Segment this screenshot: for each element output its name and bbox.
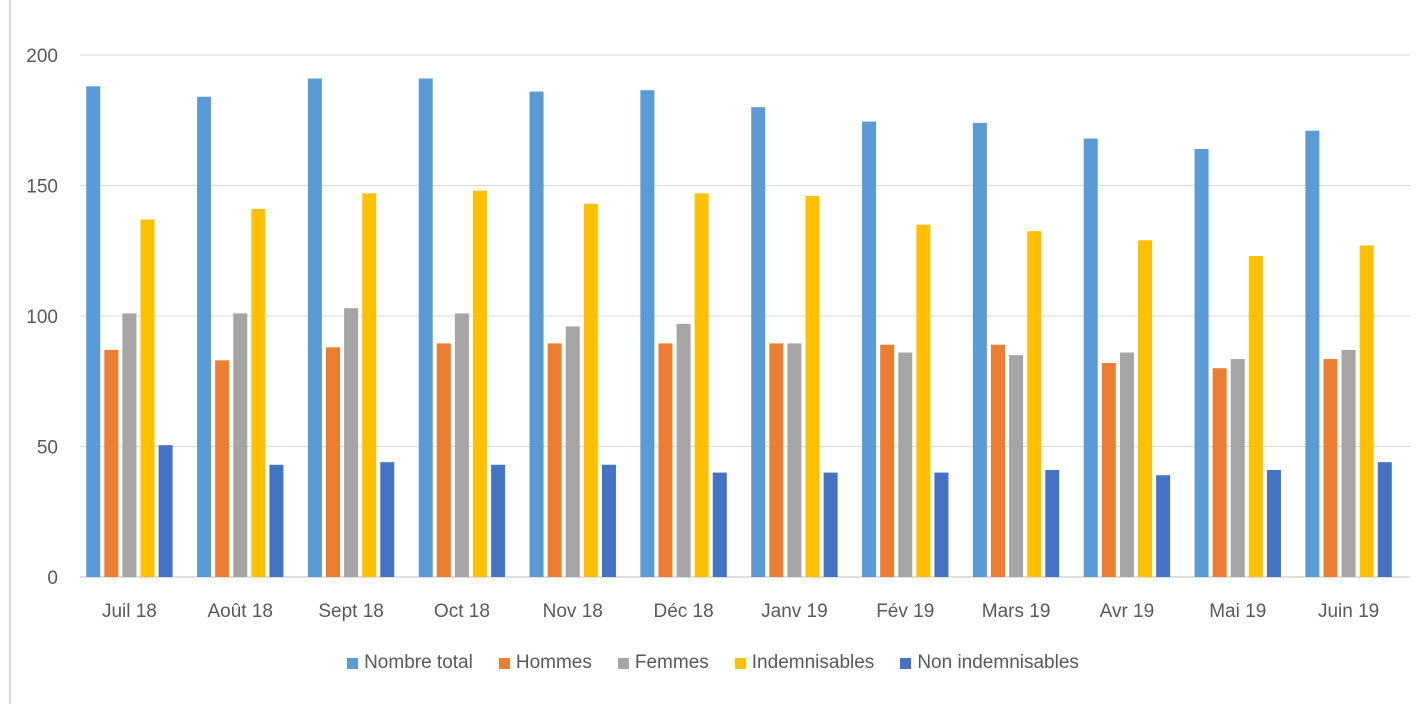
chart-legend: Nombre total Hommes Femmes Indemnisables Non… <box>0 652 1426 674</box>
bar <box>751 107 766 577</box>
bar <box>215 360 230 577</box>
bar <box>898 352 913 577</box>
legend-label: Hommes <box>515 652 592 673</box>
legend-item: Hommes <box>498 652 592 674</box>
bar <box>805 195 820 577</box>
bar <box>344 308 359 577</box>
bar <box>158 445 173 577</box>
bar <box>122 313 137 577</box>
bar <box>1009 355 1024 577</box>
bar <box>862 121 877 578</box>
bar <box>233 313 248 577</box>
bar <box>251 208 266 578</box>
legend-item: Non indemnisables <box>900 652 1079 674</box>
bar <box>1230 359 1245 577</box>
bar <box>934 472 949 577</box>
bar <box>1194 148 1209 577</box>
y-tick-label: 200 <box>26 46 58 67</box>
bar <box>583 203 598 577</box>
bar <box>380 462 395 577</box>
x-tick-label: Juin 19 <box>1318 601 1379 622</box>
bar <box>1045 469 1060 577</box>
bar <box>1156 475 1171 577</box>
bar <box>601 464 616 577</box>
bar <box>1323 359 1338 577</box>
x-tick-label: Sept 18 <box>318 601 384 622</box>
bar <box>658 343 673 577</box>
bar <box>1119 352 1134 577</box>
bar <box>307 78 322 578</box>
legend-item: Indemnisables <box>734 652 875 674</box>
x-tick-label: Juil 18 <box>102 601 157 622</box>
bar <box>769 343 784 577</box>
legend-swatch <box>617 657 629 669</box>
bar <box>565 326 580 577</box>
x-tick-label: Avr 19 <box>1100 601 1155 622</box>
legend-item: Nombre total <box>347 652 473 674</box>
x-tick-label: Janv 19 <box>761 601 828 622</box>
x-tick-label: Mars 19 <box>982 601 1051 622</box>
bar <box>990 344 1005 577</box>
legend-swatch <box>347 657 359 669</box>
bar <box>1377 462 1392 577</box>
bar <box>1248 255 1263 577</box>
bar <box>823 472 838 577</box>
legend-label: Nombre total <box>364 652 473 673</box>
bar <box>1138 240 1153 577</box>
x-tick-label: Août 18 <box>208 601 274 622</box>
legend-label: Non indemnisables <box>917 652 1079 673</box>
chart-frame-border <box>9 0 11 704</box>
bar <box>1305 130 1320 577</box>
bar <box>140 219 155 577</box>
legend-swatch <box>734 657 746 669</box>
x-tick-label: Déc 18 <box>653 601 713 622</box>
x-tick-label: Fév 19 <box>876 601 934 622</box>
bar <box>712 472 727 577</box>
bar <box>1101 362 1116 577</box>
bar <box>436 343 451 577</box>
bar <box>1083 138 1098 577</box>
bar <box>676 323 691 577</box>
bar <box>325 347 340 577</box>
bar <box>880 344 895 577</box>
bar <box>1266 469 1281 577</box>
bar <box>104 349 119 577</box>
y-tick-label: 150 <box>26 177 58 198</box>
legend-swatch <box>498 657 510 669</box>
legend-item: Femmes <box>617 652 709 674</box>
x-tick-label: Nov 18 <box>543 601 603 622</box>
bar <box>787 343 802 577</box>
x-tick-label: Mai 19 <box>1209 601 1266 622</box>
bar <box>362 193 377 577</box>
bar <box>1027 231 1042 578</box>
y-tick-label: 0 <box>47 568 58 589</box>
bar <box>972 122 987 578</box>
bar <box>418 78 433 578</box>
bar <box>529 91 544 577</box>
y-tick-label: 100 <box>26 307 58 328</box>
y-tick-label: 50 <box>37 438 58 459</box>
bar <box>1212 368 1227 577</box>
bar <box>491 464 506 577</box>
x-tick-label: Oct 18 <box>434 601 490 622</box>
bar <box>1359 245 1374 577</box>
bar <box>473 190 488 577</box>
bar <box>454 313 469 577</box>
legend-label: Indemnisables <box>751 652 875 673</box>
bar <box>547 343 562 577</box>
legend-swatch <box>900 657 912 669</box>
legend-label: Femmes <box>634 652 709 673</box>
bar <box>269 464 284 577</box>
bar <box>916 224 931 577</box>
bar <box>197 96 212 577</box>
bar <box>694 193 709 577</box>
bar <box>86 86 101 577</box>
bar <box>1341 349 1356 577</box>
bar <box>640 90 655 578</box>
